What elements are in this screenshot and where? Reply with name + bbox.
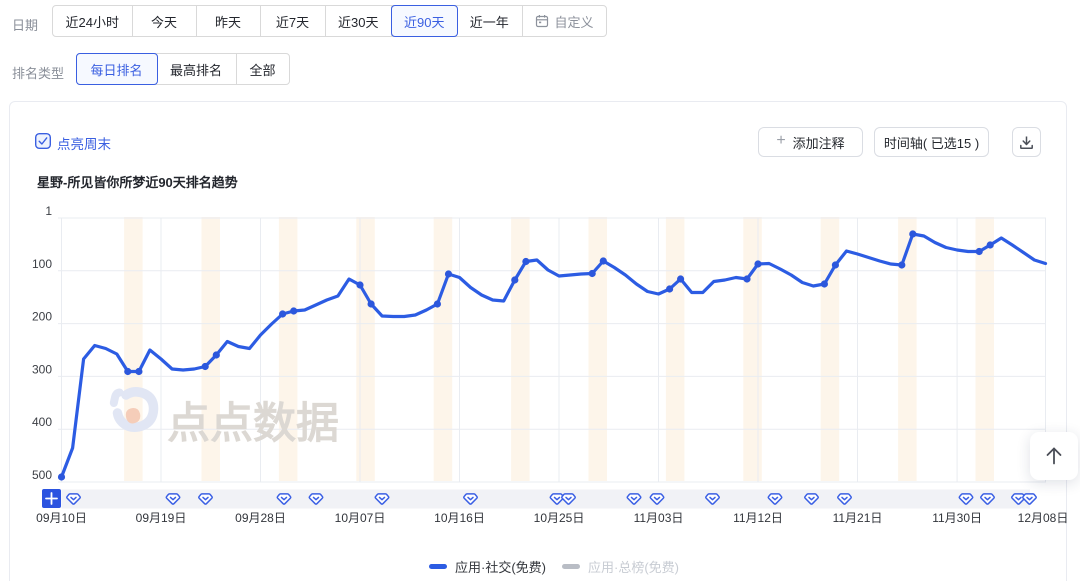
svg-text:12月08日: 12月08日 [1018, 511, 1069, 525]
svg-text:400: 400 [32, 415, 52, 429]
svg-text:11月21日: 11月21日 [833, 511, 883, 525]
svg-text:10月25日: 10月25日 [534, 511, 585, 525]
svg-text:09月19日: 09月19日 [136, 511, 187, 525]
svg-text:11月12日: 11月12日 [733, 511, 783, 525]
svg-text:300: 300 [32, 362, 52, 376]
svg-text:1: 1 [45, 204, 52, 218]
svg-text:500: 500 [32, 468, 52, 482]
svg-text:100: 100 [32, 257, 52, 271]
svg-text:11月03日: 11月03日 [634, 511, 684, 525]
svg-text:09月28日: 09月28日 [235, 511, 286, 525]
svg-text:200: 200 [32, 310, 52, 324]
svg-text:10月07日: 10月07日 [335, 511, 386, 525]
svg-text:10月16日: 10月16日 [434, 511, 485, 525]
svg-text:11月30日: 11月30日 [932, 511, 982, 525]
svg-text:09月10日: 09月10日 [36, 511, 87, 525]
